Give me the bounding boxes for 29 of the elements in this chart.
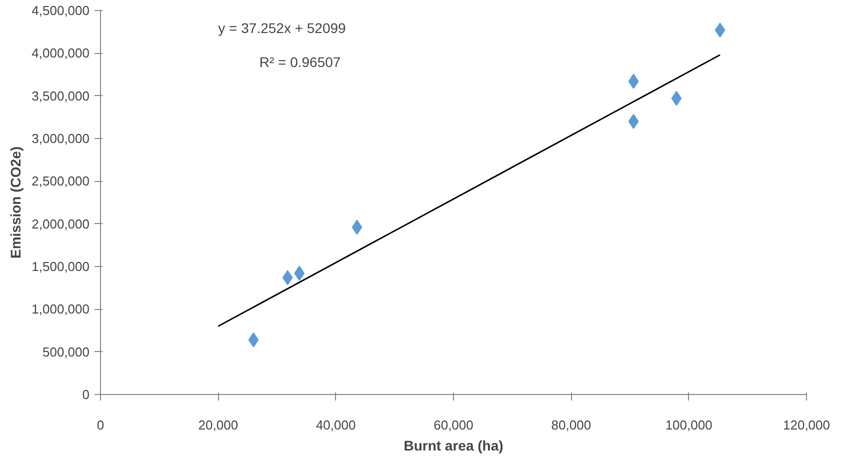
- y-tick-label: 0: [82, 387, 90, 402]
- point: [628, 74, 639, 89]
- y-tick-label: 2,000,000: [32, 216, 90, 232]
- x-tick-label: 40,000: [316, 418, 356, 432]
- y-tick-label: 2,500,000: [32, 174, 90, 189]
- x-tick-label: 0: [96, 418, 104, 432]
- y-tick-label: 4,000,000: [32, 46, 90, 61]
- y-tick-label: 3,000,000: [32, 131, 90, 146]
- x-tick-label: 20,000: [198, 418, 238, 432]
- annotation: y = 37.252x + 52099: [218, 20, 346, 36]
- x-tick-label: 120,000: [783, 418, 830, 432]
- x-axis-title: Burnt area (ha): [404, 438, 504, 454]
- annotation: R² = 0.96507: [259, 54, 341, 70]
- point: [628, 114, 639, 129]
- x-tick-label: 100,000: [665, 418, 712, 432]
- x-tick-label: 60,000: [434, 418, 474, 432]
- point: [671, 90, 682, 106]
- y-tick-label: 1,500,000: [32, 259, 90, 274]
- point: [714, 22, 726, 38]
- point: [352, 220, 362, 235]
- y-tick-label: 500,000: [42, 344, 90, 360]
- x-tick-label: 80,000: [551, 418, 592, 432]
- y-axis-title: Emission (CO2e): [8, 146, 24, 259]
- point: [282, 270, 293, 286]
- point: [294, 266, 305, 281]
- point: [248, 332, 259, 348]
- y-tick-label: 3,500,000: [32, 88, 90, 104]
- y-tick-label: 1,000,000: [32, 302, 90, 317]
- y-tick-label: 4,500,000: [32, 3, 90, 18]
